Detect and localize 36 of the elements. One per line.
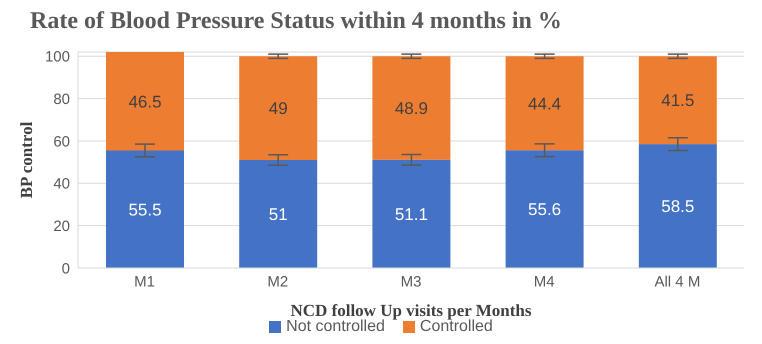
x-tick-label: All 4 M	[654, 274, 700, 291]
data-label: 46.5	[128, 92, 162, 112]
bar	[638, 144, 717, 268]
y-tick-label: 40	[53, 176, 70, 193]
data-label: 55.6	[528, 200, 562, 220]
bar	[372, 56, 450, 160]
y-tick-label: 80	[53, 90, 70, 108]
bar	[239, 160, 318, 268]
y-tick-label: 100	[44, 48, 70, 66]
data-label: 51.1	[394, 204, 428, 224]
data-label: 44.4	[528, 94, 562, 114]
bar	[372, 160, 450, 268]
y-tick-label: 60	[53, 133, 70, 150]
x-tick-label: M3	[400, 274, 422, 291]
x-axis-title: NCD follow Up visits per Months	[290, 301, 532, 320]
data-label: 55.5	[128, 200, 162, 220]
bar	[506, 56, 584, 150]
x-tick-label: M4	[534, 274, 555, 291]
data-label: 49	[268, 99, 288, 118]
x-tick-label: M1	[134, 274, 156, 291]
y-tick-label: 0	[62, 260, 70, 278]
y-axis-title: BP control	[17, 121, 36, 198]
legend-label: Not controlled	[285, 318, 385, 336]
data-label: 48.9	[394, 99, 428, 118]
legend-label: Controlled	[418, 318, 493, 336]
bar	[506, 150, 584, 268]
bar	[638, 56, 717, 144]
data-label: 58.5	[661, 197, 694, 216]
data-label: 41.5	[661, 91, 694, 110]
bar	[106, 150, 184, 268]
bar	[106, 52, 184, 150]
chart-title: Rate of Blood Pressure Status within 4 months in %	[30, 8, 563, 36]
bar	[239, 56, 318, 160]
x-tick-label: M2	[267, 274, 288, 291]
y-tick-label: 20	[53, 218, 70, 235]
data-label: 51	[268, 205, 288, 224]
